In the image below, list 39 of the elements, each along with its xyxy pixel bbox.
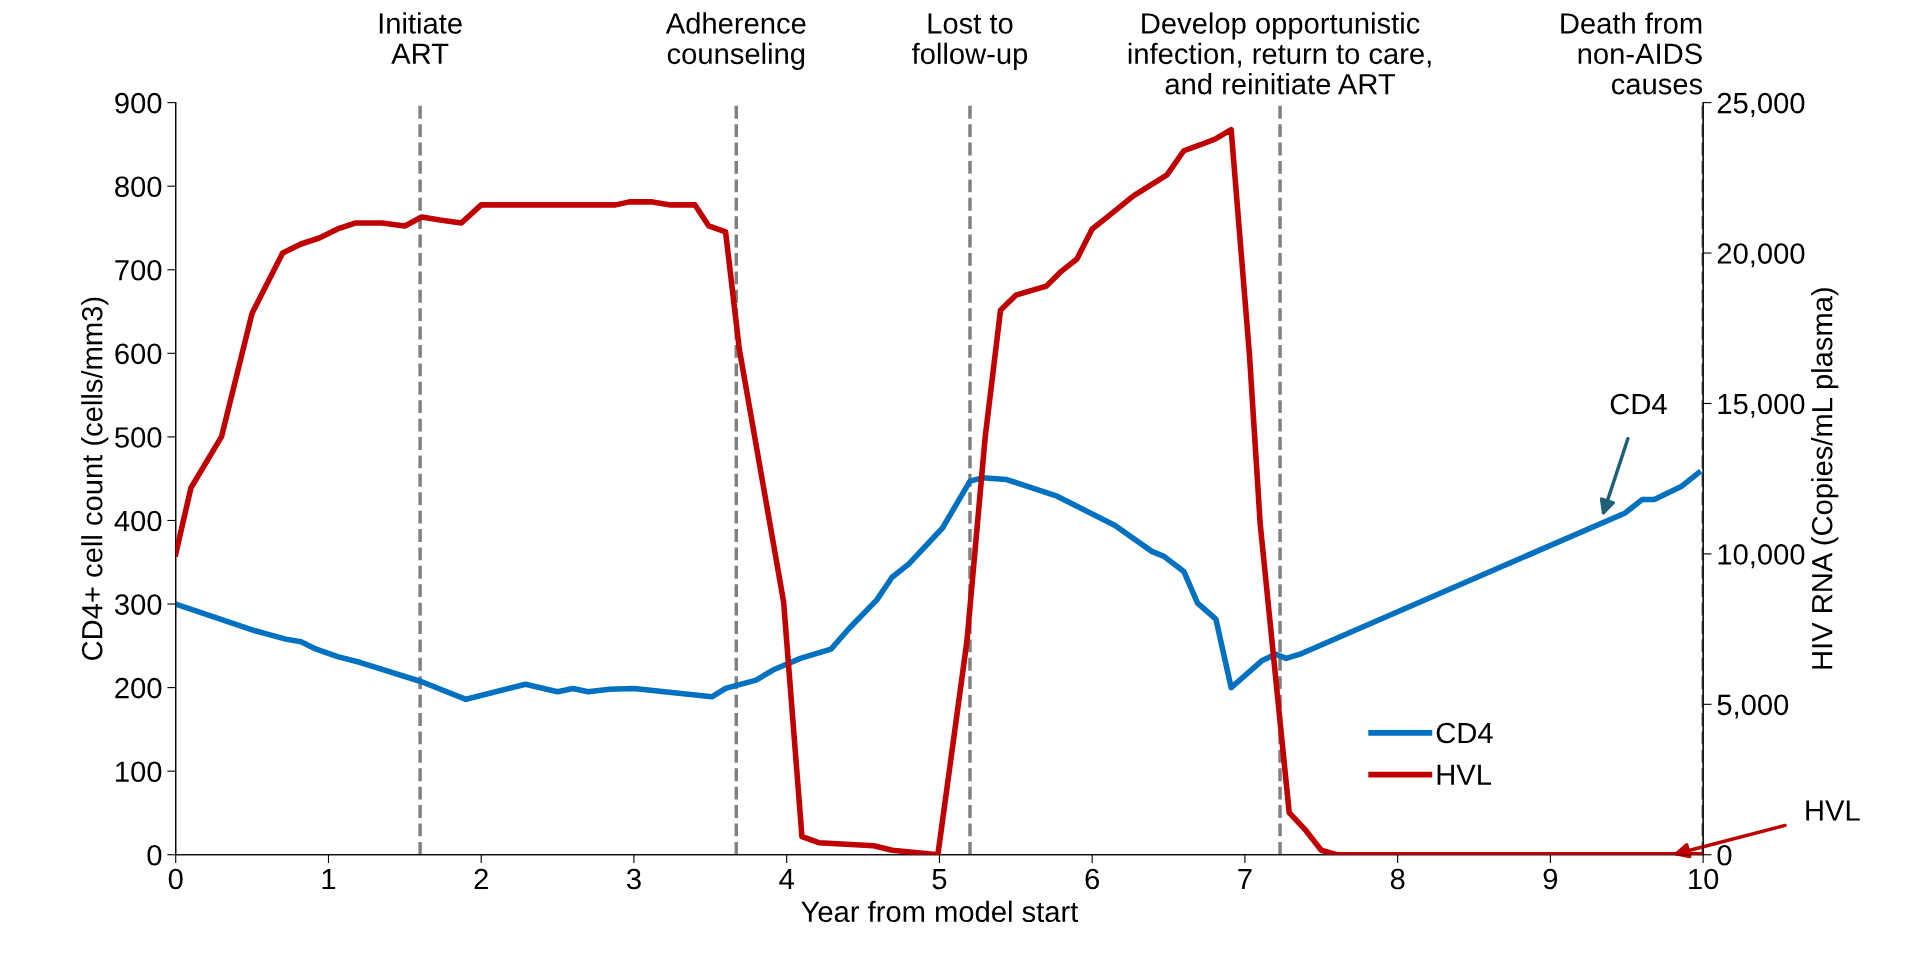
x-tick-label: 0 (168, 868, 183, 890)
x-tick-label: 7 (1238, 869, 1252, 890)
ref-line-label: Adherence counseling (665, 12, 806, 70)
y-tick-label: 800 (115, 176, 162, 198)
y2-tick-label: 5,000 (1717, 694, 1789, 719)
ref-line-label: Initiate ART (379, 12, 462, 64)
annotation: CD4 (1610, 393, 1667, 415)
y-tick-label: 700 (115, 259, 162, 281)
y2-axis-title: HIV RNA (Copies/mL plasma) (1811, 288, 1839, 669)
x-tick-label: 6 (1085, 868, 1099, 890)
y-tick-label: 500 (115, 427, 162, 448)
y2-tick-label: 15,000 (1718, 393, 1805, 418)
y2-tick-label: 10,000 (1718, 544, 1805, 569)
ref-line-label: Lost to follow-up (912, 13, 1028, 70)
y-tick-label: 300 (114, 594, 162, 615)
y-tick-label: 600 (115, 343, 162, 365)
x-tick-label: 8 (1390, 868, 1405, 890)
x-tick-label: 3 (626, 868, 641, 890)
legend-label: HVL (1437, 764, 1492, 785)
ref-line-label: Death from non-AIDS causes (1561, 12, 1703, 95)
x-axis-title: Year from model start (801, 900, 1079, 923)
y2-tick-label: 20,000 (1717, 243, 1805, 268)
y-tick-label: 0 (147, 844, 162, 866)
y-tick-label: 200 (115, 677, 162, 699)
x-tick-label: 4 (779, 869, 794, 890)
y-tick-label: 100 (116, 761, 162, 783)
legend-label: CD4 (1436, 722, 1493, 744)
y-tick-label: 900 (115, 92, 162, 114)
y-tick-label: 400 (114, 510, 162, 532)
x-tick-label: 5 (932, 869, 947, 890)
x-tick-label: 9 (1543, 868, 1558, 890)
x-tick-label: 10 (1689, 868, 1719, 890)
y2-tick-label: 0 (1717, 844, 1732, 866)
y-axis-title: CD4+ cell count (cells/mm3) (81, 297, 109, 660)
annotation: HVL (1806, 800, 1860, 821)
x-tick-label: 1 (322, 869, 336, 890)
x-tick-label: 2 (474, 868, 488, 890)
y2-tick-label: 25,000 (1717, 92, 1805, 117)
ref-line-label: Develop opportunistic infection, return to care, and reinitiate ART (1128, 12, 1431, 95)
